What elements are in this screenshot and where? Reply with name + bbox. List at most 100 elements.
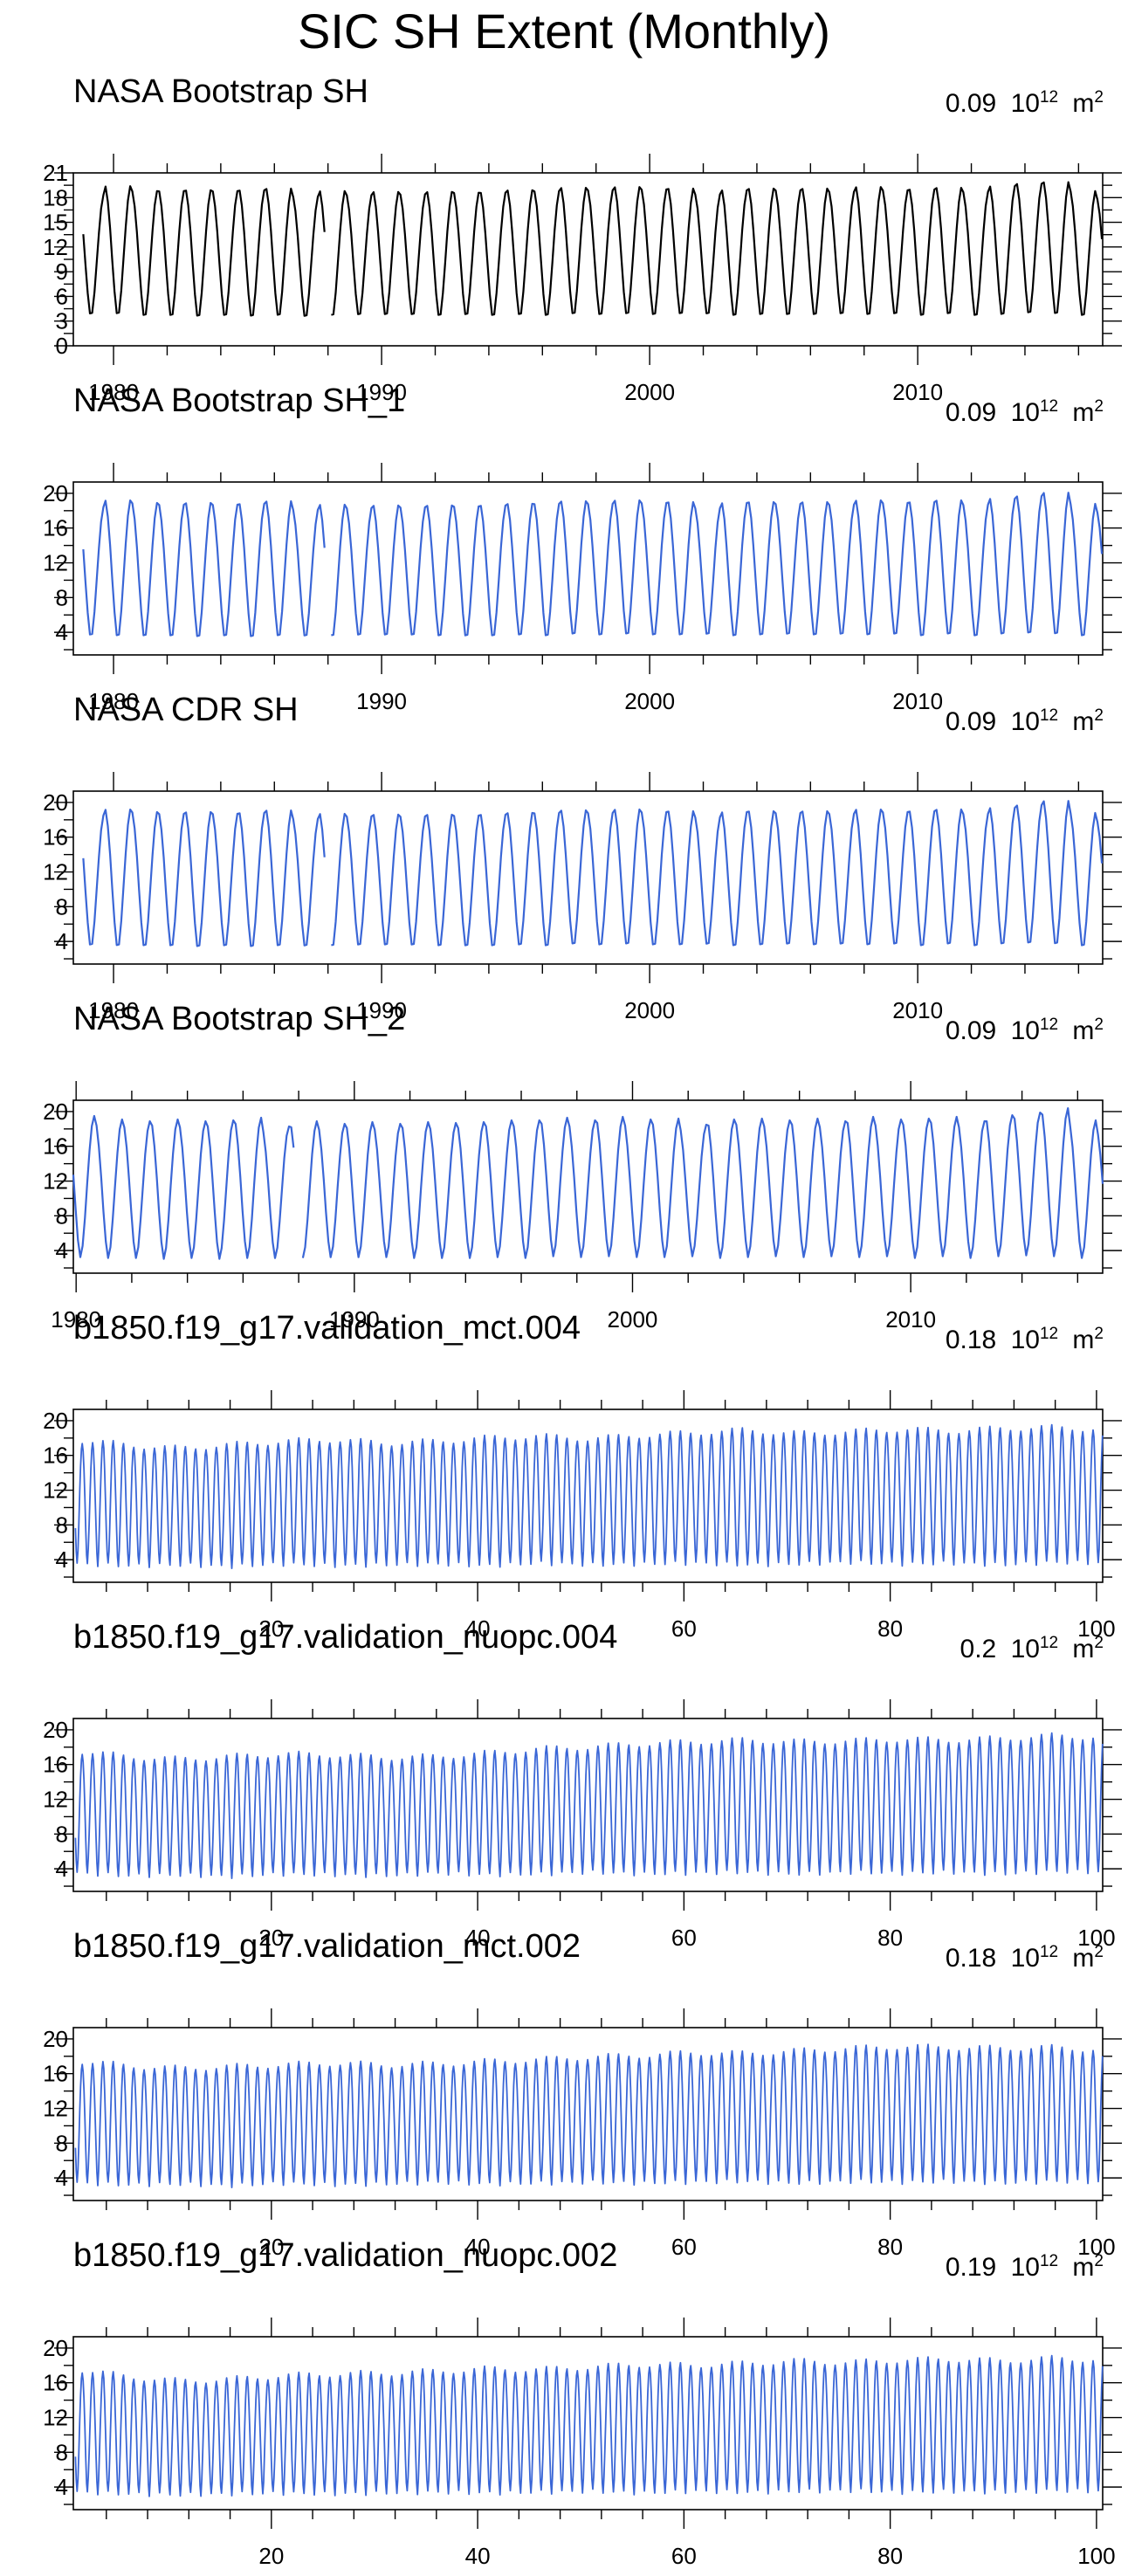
x-tick-label: 100	[1077, 1925, 1115, 1951]
y-tick-label: 21	[43, 160, 68, 186]
y-tick-label: 4	[56, 1856, 68, 1882]
y-tick-label: 4	[56, 1237, 68, 1264]
y-tick-label: 4	[56, 1546, 68, 1573]
note-value: 0.09	[945, 89, 1004, 118]
x-tick-label: 2010	[892, 997, 943, 1023]
unit-exponent: 12	[1039, 1016, 1059, 1034]
y-tick-label: 12	[43, 234, 68, 260]
series-line	[74, 2043, 1104, 2188]
y-tick-label: 12	[43, 859, 68, 885]
y-tick-label: 16	[43, 2061, 68, 2087]
y-tick-label: 16	[43, 824, 68, 851]
x-tick-label: 20	[258, 1925, 284, 1951]
series-line	[82, 181, 1104, 317]
x-tick-label: 1990	[356, 688, 407, 714]
unit-suffix-exponent: 2	[1094, 1016, 1104, 1034]
y-tick-label: 9	[56, 258, 68, 285]
panel-unit-note: 0.2 1012 m2	[960, 1626, 1104, 1667]
note-value: 0.09	[945, 1016, 1004, 1045]
panel-unit-note: 0.09 1012 m2	[946, 80, 1104, 121]
x-tick-label: 80	[877, 1925, 903, 1951]
plot-frame	[72, 172, 1104, 347]
unit-base: 10	[1010, 707, 1040, 736]
x-tick-label: 2000	[624, 688, 675, 714]
y-tick-label: 8	[56, 2439, 68, 2465]
unit-suffix-exponent: 2	[1094, 1634, 1104, 1652]
y-tick-label: 12	[43, 1477, 68, 1504]
x-tick-label: 20	[258, 1615, 284, 1642]
note-value: 0.2	[959, 1635, 1004, 1663]
series-line	[82, 492, 1104, 637]
x-tick-label: 1980	[88, 379, 139, 405]
x-tick-label: 2000	[608, 1306, 658, 1333]
y-tick-label: 12	[43, 2405, 68, 2431]
unit-suffix-exponent: 2	[1094, 397, 1104, 416]
x-tick-label: 2010	[885, 1306, 936, 1333]
note-value: 0.19	[945, 2253, 1004, 2282]
plot-frame	[72, 2027, 1104, 2201]
x-tick-label: 80	[877, 2543, 903, 2569]
unit-suffix: m	[1065, 707, 1095, 736]
unit-suffix: m	[1065, 89, 1095, 118]
plot-frame	[72, 1409, 1104, 1583]
y-tick-label: 8	[56, 2130, 68, 2156]
y-tick-label: 16	[43, 1133, 68, 1160]
note-value: 0.18	[945, 1944, 1004, 1973]
x-tick-label: 80	[877, 1615, 903, 1642]
y-tick-label: 20	[43, 2335, 68, 2361]
chart-panel: 4 8 12 16 20 20 40 60 80 100 b1850.f19_g17.validat…	[0, 1925, 1128, 2260]
chart-panel: 4 8 12 16 20 1980 1990 2000 2010 NASA Bootstrap S…	[0, 379, 1128, 714]
unit-exponent: 12	[1039, 1634, 1059, 1652]
unit-exponent: 12	[1039, 2252, 1059, 2270]
unit-suffix-exponent: 2	[1094, 1943, 1104, 1961]
x-tick-label: 2000	[624, 379, 675, 405]
y-tick-label: 6	[56, 283, 68, 309]
x-tick-label: 60	[671, 1615, 697, 1642]
unit-suffix: m	[1065, 1016, 1095, 1045]
x-tick-label: 1990	[329, 1306, 380, 1333]
y-tick-label: 0	[56, 333, 68, 359]
x-tick-label: 1990	[356, 997, 407, 1023]
y-tick-label: 8	[56, 1512, 68, 1538]
panel-title: b1850.f19_g17.validation_nuopc.002	[73, 2237, 618, 2274]
chart-panel: 4 8 12 16 20 1980 1990 2000 2010 NASA Bootstrap S…	[0, 997, 1128, 1333]
series-line	[74, 1732, 1104, 1879]
y-tick-label: 4	[56, 2165, 68, 2191]
panel-title: NASA Bootstrap SH	[73, 73, 368, 110]
y-tick-label: 18	[43, 184, 68, 210]
unit-base: 10	[1010, 2253, 1040, 2282]
x-tick-label: 60	[671, 2234, 697, 2260]
y-tick-label: 16	[43, 515, 68, 541]
x-tick-label: 2010	[892, 688, 943, 714]
plot-frame	[72, 790, 1104, 965]
y-tick-label: 20	[43, 1717, 68, 1743]
unit-suffix-exponent: 2	[1094, 88, 1104, 107]
y-tick-label: 12	[43, 550, 68, 576]
x-tick-label: 100	[1077, 1615, 1115, 1642]
panel-unit-note: 0.19 1012 m2	[946, 2244, 1104, 2285]
unit-suffix-exponent: 2	[1094, 706, 1104, 725]
y-tick-label: 4	[56, 928, 68, 954]
y-tick-label: 16	[43, 2370, 68, 2396]
unit-base: 10	[1010, 1635, 1040, 1663]
plot-frame	[72, 481, 1104, 656]
chart-svg: 4 8 12 16 20 20 40 60 80 100	[43, 2318, 1122, 2569]
y-tick-label: 3	[56, 308, 68, 334]
note-value: 0.18	[945, 1326, 1004, 1354]
panel-title: b1850.f19_g17.validation_mct.002	[73, 1928, 581, 1965]
y-tick-label: 20	[43, 1099, 68, 1125]
series-line	[74, 2354, 1104, 2497]
chart-svg: 4 8 12 16 20 20 40 60 80 100	[43, 2008, 1122, 2260]
panel-unit-note: 0.09 1012 m2	[946, 1008, 1104, 1049]
unit-base: 10	[1010, 398, 1040, 427]
unit-suffix: m	[1065, 1635, 1095, 1663]
unit-base: 10	[1010, 89, 1040, 118]
y-tick-label: 8	[56, 1821, 68, 1847]
x-tick-label: 60	[671, 2543, 697, 2569]
chart-svg: 4 8 12 16 20 1980 1990 2000 2010	[43, 772, 1122, 1023]
unit-exponent: 12	[1039, 88, 1059, 107]
unit-base: 10	[1010, 1326, 1040, 1354]
y-tick-label: 20	[43, 480, 68, 506]
unit-base: 10	[1010, 1944, 1040, 1973]
